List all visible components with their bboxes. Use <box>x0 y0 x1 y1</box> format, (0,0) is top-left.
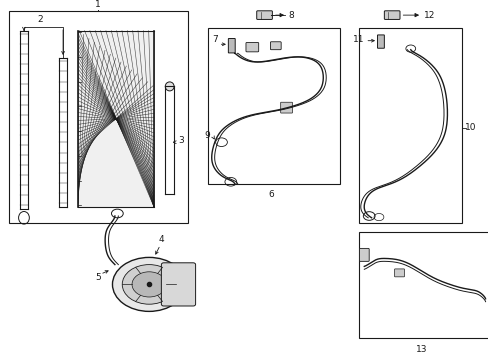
Bar <box>359 232 488 338</box>
FancyBboxPatch shape <box>270 42 281 50</box>
Text: 10: 10 <box>464 123 475 132</box>
FancyBboxPatch shape <box>394 269 404 277</box>
Text: 2: 2 <box>38 15 43 24</box>
FancyBboxPatch shape <box>256 11 272 19</box>
Circle shape <box>122 265 176 304</box>
FancyBboxPatch shape <box>384 11 399 19</box>
FancyBboxPatch shape <box>228 39 235 53</box>
FancyBboxPatch shape <box>359 248 368 261</box>
Text: 7: 7 <box>211 35 217 44</box>
Bar <box>207 28 339 184</box>
Text: 13: 13 <box>415 345 427 354</box>
Text: 3: 3 <box>178 136 184 145</box>
Circle shape <box>132 272 166 297</box>
Text: 1: 1 <box>95 0 101 9</box>
Text: 8: 8 <box>288 10 294 19</box>
Text: 4: 4 <box>158 235 164 244</box>
Text: 5: 5 <box>95 273 101 282</box>
FancyBboxPatch shape <box>280 102 292 113</box>
FancyBboxPatch shape <box>377 35 384 48</box>
FancyBboxPatch shape <box>161 263 195 306</box>
Text: 6: 6 <box>268 190 274 199</box>
Bar <box>78 31 154 207</box>
Text: 12: 12 <box>423 10 434 19</box>
Text: 11: 11 <box>352 35 364 44</box>
FancyBboxPatch shape <box>245 42 258 52</box>
Circle shape <box>112 257 185 311</box>
Ellipse shape <box>165 82 174 91</box>
Bar <box>359 28 461 223</box>
Text: 9: 9 <box>204 130 210 139</box>
Bar <box>9 11 188 223</box>
